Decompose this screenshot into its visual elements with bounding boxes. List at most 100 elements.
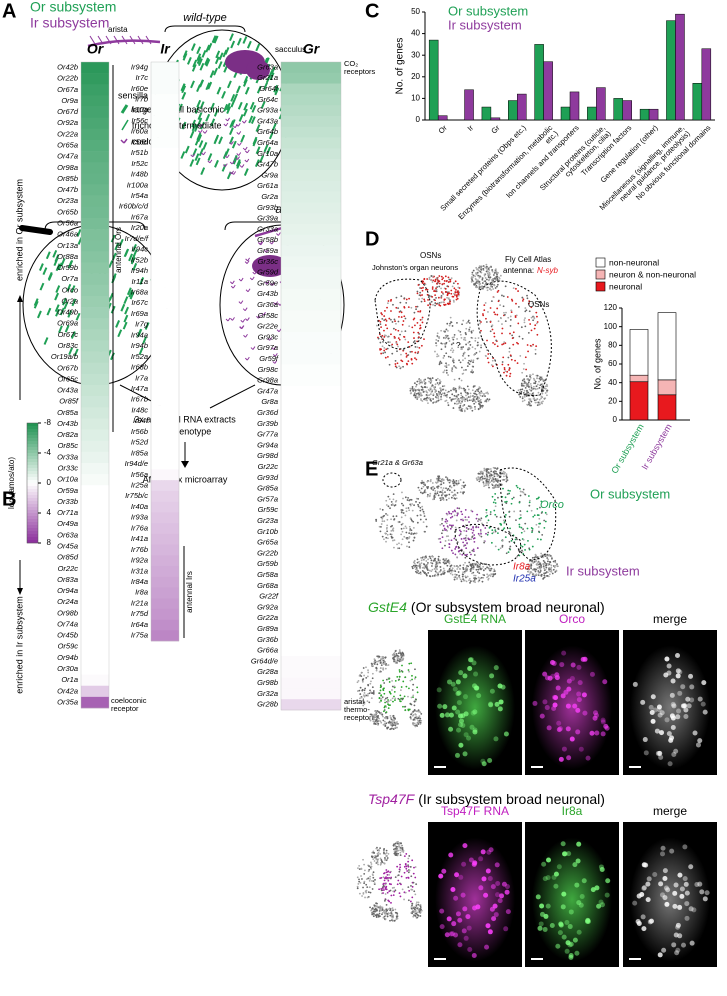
tsne-cell [401,331,403,333]
tsne-cell [386,910,388,912]
tsne-cell [490,289,492,291]
tsne-cell [545,565,547,567]
heatmap-cell [281,397,341,408]
gene-label: Or94a [57,586,78,595]
tsne-cell [538,531,540,533]
tsne-cell [403,297,405,299]
tsne-cell [469,322,471,324]
tsne-cell [369,716,371,718]
tsne-cell [485,516,487,518]
tsne-cell [535,554,537,556]
tsne-cell [399,334,401,336]
tsne-cell [435,379,437,381]
tsne-cell [395,843,397,845]
tsne-cell [381,877,383,879]
gene-label: Gr39a [257,214,278,223]
tsne-cell [384,310,386,312]
y-axis-title: No. of genes [395,38,406,95]
tsne-cell [448,511,450,513]
micrograph-cell [456,728,461,733]
tsne-cell [538,523,540,525]
micrograph-cell [439,909,444,914]
tsne-cell [503,343,505,345]
tsne-cell [410,901,412,903]
heatmap-cell [151,287,179,298]
heatmap-cell [281,570,341,581]
tsne-cell [487,398,489,400]
tsne-cell [378,852,380,854]
tsne-cell [449,323,451,325]
y-tick-label: 0 [613,415,618,424]
tsne-cell [441,362,443,364]
tsne-cell [448,563,450,565]
tsne-cell [368,891,370,893]
colorbar-title: log₂(amos/ato) [7,457,16,509]
tsne-cell [382,536,384,538]
tsne-cell [452,351,454,353]
tsne-cell [412,719,414,721]
micrograph-cell [564,920,569,925]
tsne-cell [402,888,404,890]
bar [587,107,596,120]
tsne-cell [421,386,423,388]
tsne-cell [535,312,537,314]
gene-label: Gr94a [257,440,278,449]
micrograph-cell [468,657,473,662]
tsne-cell [540,398,542,400]
tsne-cell [441,523,443,525]
tsne-cell [478,518,480,520]
sensillum-mark [111,353,114,360]
micrograph-cell [448,853,453,858]
tsne-cell [481,405,483,407]
colorbar-step [27,537,38,540]
tsne-cell [456,401,458,403]
tsne-cell [445,352,447,354]
panel-label: C [365,0,379,22]
tsne-cell [362,700,364,702]
micrograph-cell [679,894,684,899]
tsne-cell [449,489,451,491]
tsne-cell [480,271,482,273]
tsne-cell [423,559,425,561]
tsne-cell [451,367,453,369]
tsne-cell [383,876,385,878]
tsne-cell [534,514,536,516]
tsne-cell [409,703,411,705]
gene-label: Gr92a [257,602,278,611]
tsne-cell [540,553,542,555]
tsne-cell [415,501,417,503]
tsne-cell [454,291,456,293]
tsne-cell [488,276,490,278]
heatmap-cell [81,262,109,273]
tsne-cell [365,884,367,886]
tsne-cell [386,519,388,521]
tsne-cell [451,344,453,346]
gene-label: Ir100a [127,180,148,189]
tsne-cell [386,871,388,873]
tsne-cell [483,569,485,571]
tsne-cell [424,386,426,388]
tsne-cell [485,533,487,535]
tsne-cell [426,278,428,280]
tsne-cell [365,666,367,668]
tsne-cell [536,508,538,510]
tsne-cell [444,299,446,301]
tsne-cell [537,388,539,390]
tsne-cell [451,347,453,349]
tsne-cell [463,482,465,484]
tsne-cell [408,687,410,689]
gene-label: Gr8a [261,397,278,406]
heatmap-cell [81,151,109,162]
tsne-cell [371,863,373,865]
heatmap-cell [281,645,341,656]
tsne-cell [426,399,428,401]
tsne-cell [385,869,387,871]
tsne-cell [395,876,397,878]
tsne-cell [459,568,461,570]
tsne-cell [539,566,541,568]
gene-label: Ir94g [131,62,149,71]
tsne-cell [511,310,513,312]
heatmap-cell [151,394,179,405]
tsne-cell [445,540,447,542]
